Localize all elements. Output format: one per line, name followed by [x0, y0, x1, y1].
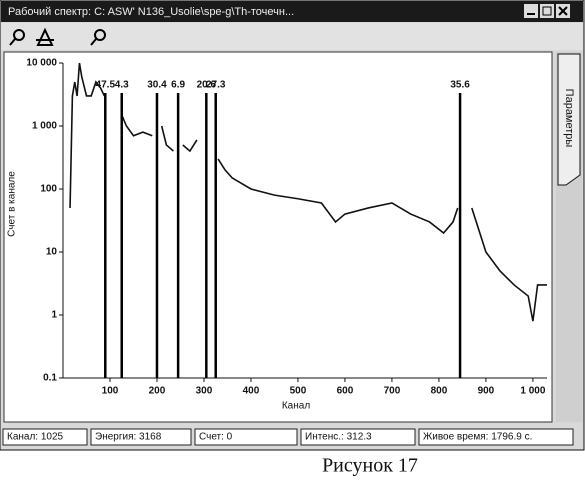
minimize-button[interactable]	[524, 4, 538, 18]
search-tool[interactable]	[90, 29, 106, 46]
status-text: Счет: 0	[199, 432, 233, 443]
x-tick-label: 400	[243, 386, 260, 397]
y-tick-label: 1 000	[32, 121, 57, 132]
status-text: Канал: 1025	[7, 432, 64, 443]
title-bar	[1, 1, 583, 22]
x-tick-label: 800	[431, 386, 448, 397]
maximize-button[interactable]	[540, 4, 554, 18]
x-axis-label: Канал	[282, 401, 310, 412]
y-tick-label: 0.1	[43, 373, 57, 384]
y-tick-label: 100	[40, 184, 57, 195]
x-tick-label: 500	[290, 386, 307, 397]
window-title: Рабочий спектр: C: ASW' N136_Usolie\spe-…	[8, 6, 294, 18]
spectrum-line	[69, 62, 547, 322]
chart-panel	[3, 51, 553, 423]
peak-label: 20.6	[197, 80, 217, 91]
y-tick-label: 1	[51, 310, 57, 321]
status-cell	[194, 428, 298, 446]
x-tick-label: 1 000	[520, 386, 545, 397]
y-tick-label: 10 000	[26, 58, 57, 69]
status-cell	[300, 428, 416, 446]
window-buttons[interactable]	[524, 4, 570, 18]
zoom-tool[interactable]	[9, 29, 25, 46]
x-tick-label: 200	[149, 386, 166, 397]
status-text: Интенс.: 312.3	[305, 432, 372, 443]
peak-label: 35.6	[450, 80, 470, 91]
peak-label: 4.3	[115, 80, 129, 91]
peak-tool[interactable]	[36, 27, 54, 46]
status-text: Живое время: 1796.9 с.	[423, 432, 532, 443]
peak-label: 30.4	[147, 80, 167, 91]
side-tab-label: Параметры	[563, 89, 575, 148]
peak-label: 27.3	[206, 80, 226, 91]
status-text: Энергия: 3168	[95, 432, 162, 443]
status-cell	[90, 428, 192, 446]
x-tick-label: 300	[196, 386, 213, 397]
side-tab[interactable]	[557, 53, 581, 186]
x-tick-label: 100	[102, 386, 119, 397]
caption: Рисунок 17	[322, 455, 418, 477]
peak-label: 47.5	[96, 80, 116, 91]
x-tick-label: 700	[384, 386, 401, 397]
toolbar	[1, 23, 583, 50]
x-tick-label: 600	[337, 386, 354, 397]
status-cell	[418, 428, 574, 446]
peak-label: 6.9	[171, 80, 185, 91]
y-tick-label: 10	[46, 247, 58, 258]
status-cell	[2, 428, 88, 446]
x-tick-label: 900	[478, 386, 495, 397]
y-axis-label: Счет в канале	[7, 171, 18, 237]
